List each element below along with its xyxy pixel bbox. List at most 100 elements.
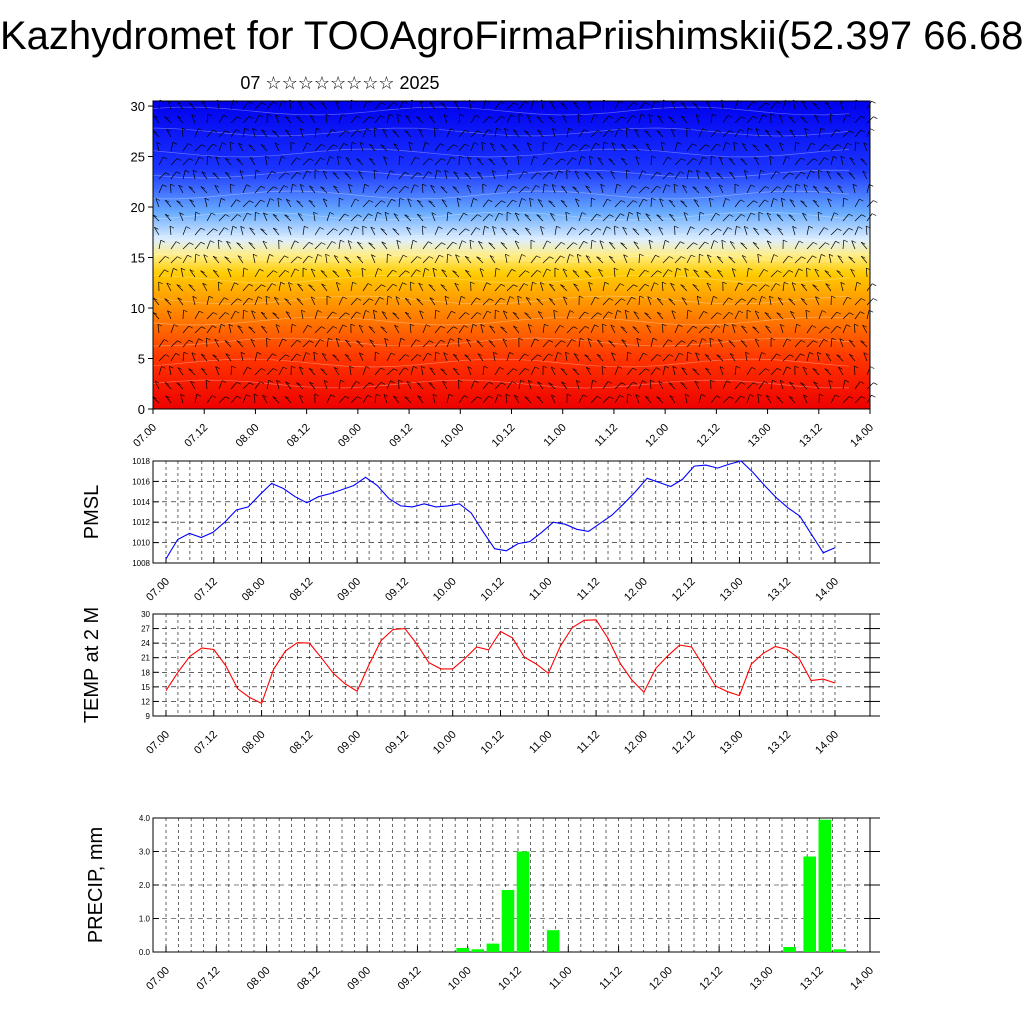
- wind-barb-flag: [616, 183, 622, 187]
- wind-barb: [464, 255, 472, 264]
- wind-barb-flag: [728, 158, 734, 161]
- wind-barb-flag: [200, 186, 205, 189]
- wind-barb: [153, 297, 160, 306]
- wind-barb-flag: [557, 352, 562, 355]
- wind-barb-flag: [178, 184, 183, 188]
- wind-barb: [164, 199, 172, 208]
- wind-barb: [152, 312, 160, 320]
- wind-barb: [614, 200, 622, 208]
- wind-barb: [588, 282, 592, 292]
- wind-barb-flag: [740, 158, 745, 161]
- wind-barb: [434, 226, 439, 236]
- wind-barb-flag: [240, 226, 245, 229]
- wind-barb-flag: [719, 156, 724, 160]
- wind-barb-flag: [770, 337, 776, 341]
- wind-barb: [794, 157, 801, 166]
- wind-barb-flag: [210, 240, 215, 243]
- wind-barb: [789, 381, 796, 390]
- wind-barb-flag: [211, 212, 216, 216]
- wind-barb-flag: [626, 127, 631, 131]
- wind-barb-flag: [489, 325, 494, 329]
- wind-barb-flag: [761, 352, 766, 355]
- wind-barb-flag: [512, 312, 518, 315]
- x-tick-label: 08.12: [285, 422, 313, 450]
- wind-barb: [524, 312, 532, 320]
- wind-barb: [452, 353, 460, 362]
- wind-barb: [779, 142, 784, 152]
- wind-barb: [362, 128, 367, 138]
- wind-barb: [278, 100, 283, 110]
- wind-barb-flag: [154, 227, 159, 230]
- wind-barb: [635, 394, 640, 404]
- y-tick-label: 3.0: [139, 848, 151, 857]
- wind-barb: [494, 116, 502, 124]
- wind-barb: [386, 170, 391, 180]
- wind-barb-flag: [798, 268, 803, 272]
- wind-barb: [662, 157, 668, 166]
- wind-barb-flag: [284, 255, 289, 259]
- x-tick-label: 11.00: [527, 729, 554, 756]
- wind-barb-flag: [540, 226, 545, 229]
- contour-line: [152, 379, 850, 389]
- wind-barb-flag: [347, 240, 353, 243]
- wind-barb: [578, 129, 585, 138]
- wind-barb: [358, 171, 364, 180]
- wind-barb: [206, 228, 214, 236]
- wind-barb-flag: [571, 227, 577, 230]
- wind-barb: [326, 326, 334, 334]
- wind-barb: [224, 340, 232, 348]
- wind-barb: [827, 198, 832, 208]
- wind-barb: [758, 368, 766, 376]
- wind-barb: [314, 326, 322, 334]
- wind-barb: [482, 116, 490, 124]
- wind-barb-flag: [305, 352, 311, 355]
- wind-barb: [608, 158, 616, 166]
- wind-barb: [525, 227, 532, 236]
- wind-barb: [357, 241, 364, 250]
- wind-barb: [734, 298, 742, 306]
- wind-barb: [530, 172, 538, 180]
- wind-barb: [780, 198, 784, 208]
- wind-barb-flag: [284, 298, 289, 301]
- wind-barb: [717, 269, 724, 278]
- wind-barb-flag: [776, 396, 781, 399]
- wind-barb: [537, 199, 544, 208]
- wind-barb: [224, 157, 232, 166]
- wind-barb-flag: [387, 295, 393, 299]
- wind-barb-flag: [273, 270, 278, 273]
- wind-barb-flag: [773, 198, 778, 201]
- wind-barb: [578, 156, 582, 166]
- wind-barb-flag: [582, 394, 588, 398]
- wind-barb: [554, 255, 561, 264]
- wind-barb: [638, 102, 646, 110]
- wind-barb-flag: [477, 396, 482, 399]
- wind-barb-flag: [860, 340, 865, 343]
- wind-barb: [644, 312, 652, 320]
- wind-barb: [265, 296, 268, 306]
- wind-barb-flag: [656, 297, 662, 301]
- wind-barb: [766, 240, 772, 250]
- wind-barb: [765, 395, 772, 404]
- wind-barb: [862, 324, 868, 334]
- wind-barb: [494, 394, 499, 404]
- wind-barb-flag: [636, 211, 642, 215]
- wind-barb: [587, 338, 592, 348]
- x-tick-label: 11.00: [547, 965, 574, 992]
- wind-barb-flag: [331, 129, 337, 132]
- pmsl-series-line: [165, 460, 836, 560]
- wind-barb: [850, 268, 856, 278]
- wind-barb: [381, 311, 388, 320]
- wind-barb: [718, 339, 724, 348]
- wind-barb: [673, 184, 676, 194]
- wind-barb: [746, 367, 752, 376]
- wind-barb: [504, 128, 508, 138]
- wind-barb-flag: [709, 337, 715, 341]
- wind-barb-flag: [180, 394, 185, 397]
- wind-barb-flag: [533, 156, 538, 159]
- wind-barb-flag: [775, 283, 780, 286]
- wind-barb-flag: [179, 212, 184, 215]
- wind-barb-flag: [265, 295, 271, 299]
- wind-barb: [372, 310, 376, 320]
- wind-barb-flag: [403, 254, 408, 258]
- wind-barb: [824, 270, 832, 278]
